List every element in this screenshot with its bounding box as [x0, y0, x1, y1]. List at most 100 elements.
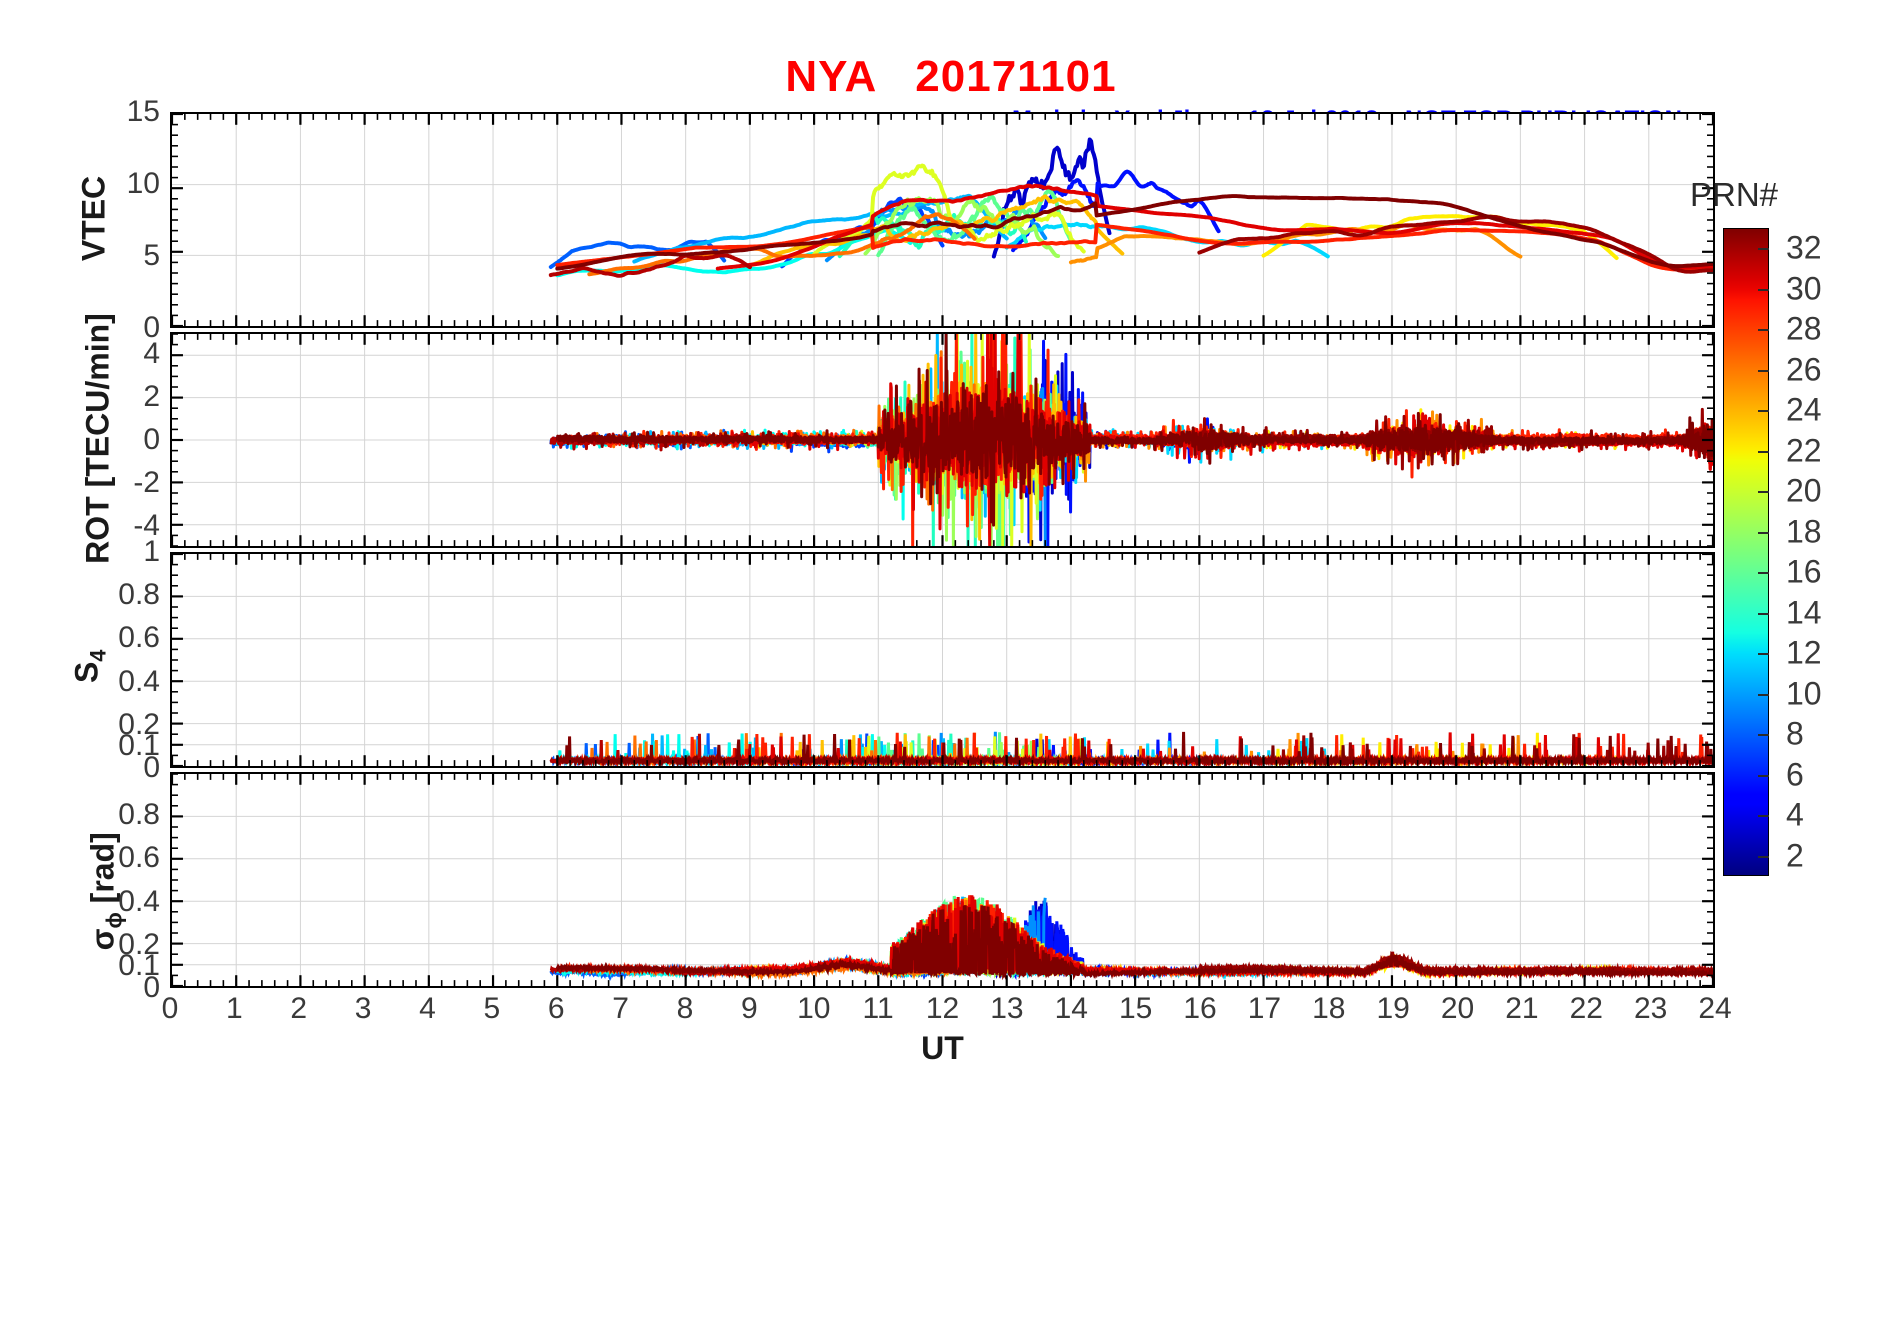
colorbar-tick-label: 18 — [1786, 513, 1822, 550]
x-tick-label: 14 — [1054, 992, 1088, 1025]
x-tick-label: 11 — [862, 992, 894, 1025]
colorbar[interactable] — [1723, 228, 1769, 876]
vtec-series-prn-20 — [812, 163, 1086, 257]
x-axis-label: UT — [921, 1030, 964, 1066]
sigma-phi-series-prn-32 — [555, 905, 1713, 981]
x-tick-label: 24 — [1698, 992, 1732, 1025]
x-tick-label: 8 — [676, 992, 694, 1025]
y-tick-label: 1 — [143, 535, 160, 568]
y-tick-label: 0.4 — [118, 664, 160, 698]
colorbar-tick-mark — [1758, 369, 1769, 372]
y-tick-label: 5 — [143, 239, 160, 272]
colorbar-tick-mark — [1758, 531, 1769, 534]
colorbar-tick-label: 16 — [1786, 553, 1822, 590]
x-tick-label: 17 — [1247, 992, 1282, 1025]
colorbar-tick-mark — [1758, 653, 1769, 656]
y-tick-label: 0.6 — [118, 621, 160, 655]
colorbar-tick-mark — [1758, 693, 1769, 696]
vtec-series-prn-6 — [548, 239, 727, 269]
colorbar-tick-label: 24 — [1786, 391, 1822, 428]
colorbar-title: PRN# — [1690, 176, 1779, 213]
colorbar-tick-label: 4 — [1786, 796, 1804, 833]
vtec-series-prn-28 — [555, 222, 1713, 272]
colorbar-tick-mark — [1758, 288, 1769, 291]
colorbar-tick-label: 32 — [1786, 229, 1822, 266]
colorbar-tick-mark — [1758, 491, 1769, 494]
colorbar-tick-label: 26 — [1786, 351, 1822, 388]
x-tick-label: 3 — [354, 992, 372, 1025]
y-tick-label: -4 — [133, 509, 160, 543]
colorbar-tick-mark — [1758, 572, 1769, 575]
rot-series-prn-32 — [555, 334, 1713, 527]
x-tick-label: 7 — [612, 992, 629, 1025]
x-tick-label: 22 — [1569, 992, 1603, 1025]
vtec-series-prn-2 — [991, 137, 1112, 259]
colorbar-tick-label: 12 — [1786, 634, 1822, 671]
x-tick-label: 20 — [1440, 992, 1475, 1025]
s4-panel — [170, 552, 1715, 768]
x-tick-label: 16 — [1183, 992, 1217, 1025]
x-tick-label: 5 — [483, 992, 501, 1025]
vtec-series-prn-31 — [1197, 214, 1713, 274]
y-tick-label: 0.6 — [118, 841, 160, 875]
colorbar-tick-mark — [1758, 612, 1769, 615]
y-tick-label: 0 — [143, 311, 160, 344]
colorbar-tick-mark — [1758, 450, 1769, 453]
y-tick-label: 0.8 — [118, 798, 160, 832]
x-tick-label: 12 — [925, 992, 960, 1025]
y-tick-label: 0.8 — [118, 578, 160, 612]
vtec-series-prn-16 — [876, 188, 1073, 258]
colorbar-tick-label: 2 — [1786, 837, 1804, 874]
colorbar-tick-mark — [1758, 815, 1769, 818]
sigma-phi-panel — [170, 772, 1715, 988]
x-tick-label: 4 — [419, 992, 436, 1025]
y-tick-label: 0.2 — [118, 927, 160, 961]
sigma-phi-series-prn-29 — [717, 895, 1713, 980]
x-tick-label: 15 — [1118, 992, 1153, 1025]
page-title: NYA 20171101 — [785, 52, 1117, 101]
colorbar-tick-mark — [1758, 774, 1769, 777]
colorbar-tick-label: 10 — [1786, 675, 1822, 712]
x-tick-label: 6 — [547, 992, 565, 1025]
colorbar-tick-label: 28 — [1786, 310, 1822, 347]
x-tick-label: 9 — [741, 992, 758, 1025]
colorbar-gradient[interactable] — [1723, 228, 1769, 876]
x-tick-label: 2 — [290, 992, 308, 1025]
y-tick-label: 0.4 — [118, 884, 160, 918]
colorbar-tick-mark — [1758, 410, 1769, 413]
colorbar-tick-mark — [1758, 329, 1769, 332]
x-tick-label: 0 — [161, 992, 179, 1025]
colorbar-tick-label: 22 — [1786, 432, 1822, 469]
colorbar-tick-label: 20 — [1786, 472, 1822, 509]
x-tick-label: 13 — [990, 992, 1024, 1025]
y-tick-label: -2 — [133, 466, 160, 500]
colorbar-tick-mark — [1758, 855, 1769, 858]
x-tick-label: 21 — [1505, 992, 1539, 1025]
x-tick-label: 10 — [797, 992, 831, 1025]
x-tick-label: 18 — [1312, 992, 1346, 1025]
y-tick-label: 0 — [143, 751, 160, 784]
y-tick-label: 0 — [143, 423, 160, 456]
x-tick-label: 1 — [226, 992, 243, 1025]
rot-panel — [170, 332, 1715, 548]
y-tick-label: 0 — [143, 971, 160, 1004]
y-tick-label: 0.1 — [118, 729, 160, 763]
vtec-series-prn-18 — [863, 196, 1061, 258]
vtec-series-prn-29 — [715, 183, 1713, 271]
vtec-series-prn-23 — [747, 194, 1125, 268]
colorbar-tick-mark — [1758, 248, 1769, 251]
x-tick-label: 19 — [1376, 992, 1410, 1025]
vtec-panel — [170, 112, 1715, 328]
y-tick-label: 2 — [143, 379, 160, 413]
y-tick-label: 0.1 — [118, 949, 160, 983]
colorbar-tick-label: 8 — [1786, 715, 1804, 752]
vtec-series-prn-32 — [555, 194, 1713, 271]
colorbar-tick-mark — [1758, 734, 1769, 737]
vtec-series-prn-21 — [1261, 214, 1619, 261]
y-tick-label: 10 — [126, 167, 160, 200]
colorbar-tick-label: 30 — [1786, 270, 1822, 307]
x-tick-label: 23 — [1633, 992, 1668, 1025]
y-tick-label: 15 — [126, 95, 160, 128]
colorbar-tick-label: 14 — [1786, 594, 1822, 631]
